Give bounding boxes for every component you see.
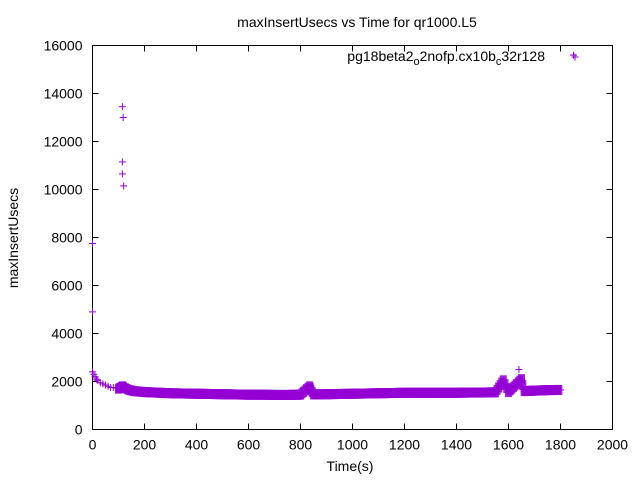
data-point — [180, 390, 187, 397]
y-tick-label: 10000 — [44, 182, 83, 198]
data-point — [310, 390, 317, 398]
y-tick-label: 2000 — [51, 374, 82, 390]
axes: 0 200 400 600 800 1000 1200 1400 1600 1800 2000 0 20… — [44, 38, 629, 453]
data-point — [258, 391, 265, 399]
data-point — [284, 391, 291, 399]
data-point — [118, 158, 126, 166]
legend-label-part-2: o — [413, 56, 419, 68]
data-series — [89, 51, 577, 400]
data-point — [336, 390, 343, 398]
data-point — [515, 366, 523, 373]
data-point — [297, 391, 304, 399]
legend-label-part-1: pg18beta2 — [347, 48, 413, 64]
data-point — [466, 389, 473, 397]
data-point — [414, 389, 421, 397]
legend-label-part-5: 32r128 — [501, 48, 545, 64]
data-point — [125, 386, 133, 394]
data-point — [120, 384, 128, 391]
data-point — [92, 375, 100, 383]
x-axis-title: Time(s) — [327, 458, 374, 474]
data-point — [167, 389, 174, 397]
x-tick-label: 600 — [237, 437, 261, 453]
x-tick-label: 200 — [133, 437, 157, 453]
data-point — [232, 390, 239, 398]
data-point — [219, 390, 226, 398]
data-point — [89, 240, 96, 247]
data-point — [440, 389, 447, 397]
data-point — [453, 389, 460, 397]
data-point — [518, 375, 525, 383]
data-point — [544, 386, 551, 394]
y-tick-label: 12000 — [44, 134, 83, 150]
data-point — [388, 389, 395, 397]
data-point — [375, 389, 382, 397]
x-tick-label: 1000 — [337, 437, 368, 453]
data-point — [401, 389, 408, 397]
y-tick-label: 4000 — [51, 326, 82, 342]
data-point — [119, 114, 127, 121]
y-tick-label: 0 — [75, 422, 83, 438]
x-tick-label: 1800 — [545, 437, 576, 453]
x-tick-label: 1400 — [441, 437, 472, 453]
data-point — [492, 388, 499, 396]
data-point — [271, 391, 278, 399]
data-point — [120, 182, 128, 190]
data-point — [193, 390, 200, 398]
data-point — [362, 390, 369, 397]
x-tick-label: 400 — [185, 437, 209, 453]
y-tick-label: 6000 — [51, 278, 82, 294]
data-point — [520, 387, 528, 395]
plot-frame — [92, 45, 613, 430]
data-point — [115, 385, 122, 393]
data-point — [557, 386, 564, 394]
chart-title: maxInsertUsecs vs Time for qr1000.L5 — [237, 14, 477, 30]
legend-marker-symbol — [571, 53, 579, 61]
legend-label-part-4: c — [496, 56, 502, 68]
data-point — [427, 389, 434, 397]
y-tick-label: 16000 — [44, 38, 83, 54]
legend-label: pg18beta2o2nofp.cx10bc32r128 — [347, 48, 545, 68]
y-tick-label: 14000 — [44, 86, 83, 102]
data-point — [531, 387, 538, 395]
legend-marker — [571, 53, 579, 61]
x-tick-label: 800 — [289, 437, 313, 453]
y-axis-title: maxInsertUsecs — [5, 188, 21, 288]
data-point — [206, 390, 213, 398]
data-point — [307, 386, 315, 394]
legend: pg18beta2o2nofp.cx10bc32r128 — [347, 48, 579, 68]
data-point — [505, 388, 512, 396]
data-point — [323, 390, 330, 398]
y-tick-label: 8000 — [51, 230, 82, 246]
data-point — [118, 382, 126, 390]
data-point — [349, 390, 356, 398]
data-point — [245, 391, 252, 399]
x-tick-label: 2000 — [597, 437, 628, 453]
x-tick-label: 0 — [89, 437, 97, 453]
data-point — [499, 376, 507, 384]
data-point — [118, 170, 126, 178]
data-point — [118, 103, 126, 111]
data-point — [306, 382, 314, 390]
x-tick-label: 1600 — [493, 437, 524, 453]
x-tick-label: 1200 — [389, 437, 420, 453]
legend-label-part-3: 2nofp.cx10b — [420, 48, 496, 64]
data-point — [479, 389, 486, 397]
data-point — [89, 308, 96, 316]
